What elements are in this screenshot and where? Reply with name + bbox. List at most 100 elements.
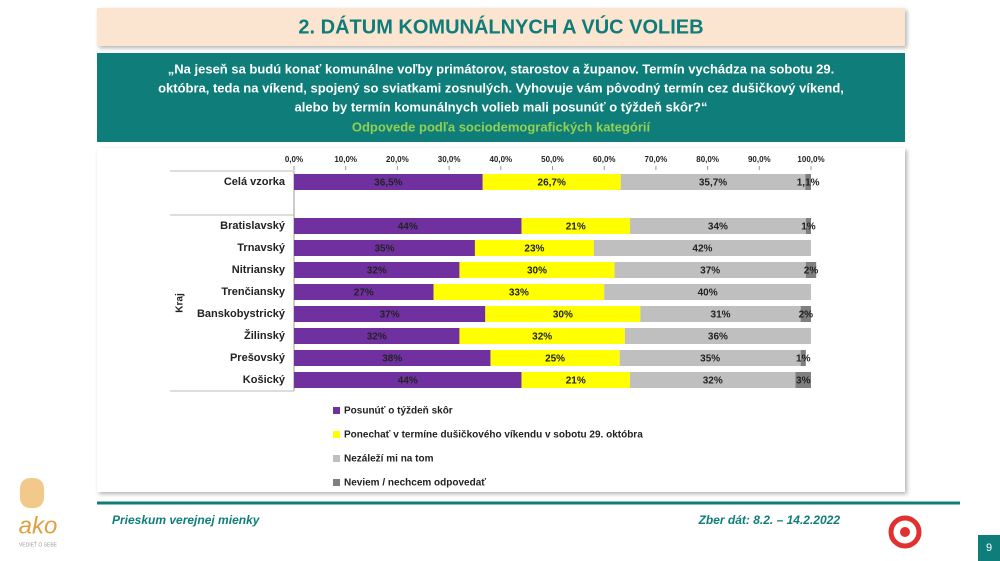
bar-segment xyxy=(459,328,625,344)
footer-right: Zber dát: 8.2. – 14.2.2022 xyxy=(698,513,841,527)
bar-segment xyxy=(485,306,641,322)
bar-segment xyxy=(805,262,817,278)
category-label: Celá vzorka xyxy=(224,176,286,188)
x-tick-label: 50,0% xyxy=(541,155,564,164)
category-label: Trnavský xyxy=(237,242,286,254)
x-tick-label: 0,0% xyxy=(285,155,303,164)
bar-segment xyxy=(619,350,801,366)
x-tick-label: 60,0% xyxy=(593,155,616,164)
value-label: 35% xyxy=(374,244,394,255)
value-label: 36% xyxy=(708,332,728,343)
bar-segment xyxy=(294,240,475,256)
bar-segment xyxy=(482,174,621,190)
bar-segment xyxy=(620,174,806,190)
bar-segment xyxy=(630,218,806,234)
bar-segment xyxy=(474,240,594,256)
value-label: 32% xyxy=(367,266,387,277)
x-tick-label: 100,0% xyxy=(797,155,824,164)
legend-swatch xyxy=(333,431,340,438)
bar-segment xyxy=(294,174,483,190)
question-line: alebo by termín komunálnych volieb mali … xyxy=(295,99,708,114)
x-tick-label: 30,0% xyxy=(438,155,461,164)
bar-segment xyxy=(294,262,460,278)
legend-label: Neviem / nechcem odpovedať xyxy=(344,478,486,489)
title-box xyxy=(97,8,905,46)
value-label: 32% xyxy=(367,332,387,343)
value-label: 2% xyxy=(804,266,819,277)
value-label: 32% xyxy=(703,376,723,387)
value-label: 3% xyxy=(796,376,811,387)
group-label: Kraj xyxy=(175,293,186,313)
page-number-box xyxy=(978,535,1000,561)
bar-segment xyxy=(433,284,605,300)
legend-label: Posunúť o týždeň skôr xyxy=(344,406,453,417)
bar-segment xyxy=(521,372,631,388)
legend-label: Nezáleží mi na tom xyxy=(344,454,434,465)
bar-segment xyxy=(800,350,806,366)
value-label: 23% xyxy=(524,244,544,255)
category-label: Prešovský xyxy=(230,352,286,364)
bar-segment xyxy=(800,306,811,322)
bar-segment xyxy=(795,372,811,388)
slide-title: 2. DÁTUM KOMUNÁLNYCH A VÚC VOLIEB xyxy=(298,14,703,38)
value-label: 34% xyxy=(708,222,728,233)
value-label: 30% xyxy=(527,266,547,277)
question-box xyxy=(97,53,905,142)
category-label: Trenčiansky xyxy=(221,286,285,298)
logo-tagline: VEDIEŤ O SEBE xyxy=(19,540,58,548)
bar-segment xyxy=(624,328,811,344)
category-label: Košický xyxy=(243,374,286,386)
legend-swatch xyxy=(333,407,340,414)
x-tick-label: 10,0% xyxy=(334,155,357,164)
logo: ako VEDIEŤ O SEBE xyxy=(19,478,58,548)
question-subtitle: Odpovede podľa sociodemografických kateg… xyxy=(352,119,651,134)
value-label: 44% xyxy=(398,222,418,233)
bar-segment xyxy=(640,306,801,322)
value-label: 1,1% xyxy=(797,178,820,189)
bar-segment xyxy=(805,218,811,234)
value-label: 26,7% xyxy=(538,178,566,189)
value-label: 33% xyxy=(509,288,529,299)
value-label: 2% xyxy=(799,310,814,321)
legend-swatch xyxy=(333,455,340,462)
legend-label: Ponechať v termíne dušičkového víkendu v… xyxy=(344,430,643,441)
value-label: 42% xyxy=(692,244,712,255)
bar-segment xyxy=(294,306,486,322)
value-label: 44% xyxy=(398,376,418,387)
x-tick-label: 20,0% xyxy=(386,155,409,164)
category-label: Žilinský xyxy=(244,329,286,342)
value-label: 30% xyxy=(553,310,573,321)
category-label: Banskobystrický xyxy=(197,308,286,320)
value-label: 40% xyxy=(698,288,718,299)
bar-segment xyxy=(521,218,631,234)
value-label: 32% xyxy=(532,332,552,343)
value-label: 31% xyxy=(711,310,731,321)
bar-segment xyxy=(294,218,522,234)
bar-segment xyxy=(630,372,796,388)
value-label: 37% xyxy=(700,266,720,277)
value-label: 37% xyxy=(380,310,400,321)
bar-segment xyxy=(294,284,434,300)
bar-segment xyxy=(294,350,491,366)
value-label: 25% xyxy=(545,354,565,365)
category-label: Bratislavský xyxy=(220,220,286,232)
bar-segment xyxy=(294,372,522,388)
bar-segment xyxy=(294,328,460,344)
footer-left: Prieskum verejnej mienky xyxy=(112,513,261,527)
value-label: 1% xyxy=(801,222,816,233)
logo-text: ako xyxy=(19,512,58,539)
chart: 0,0% 10,0% 20,0% 30,0% 40,0% 50,0% 60,0% 70,0% 8… xyxy=(170,155,825,489)
value-label: 38% xyxy=(382,354,402,365)
category-label: Nitriansky xyxy=(232,264,286,276)
bar-segment xyxy=(604,284,811,300)
bar-segment xyxy=(593,240,811,256)
bar-segment xyxy=(805,174,811,190)
value-label: 21% xyxy=(566,222,586,233)
value-label: 35% xyxy=(700,354,720,365)
value-label: 35,7% xyxy=(699,178,727,189)
bar-segment xyxy=(490,350,620,366)
x-tick-label: 90,0% xyxy=(748,155,771,164)
value-label: 36,5% xyxy=(374,178,402,189)
x-tick-label: 80,0% xyxy=(696,155,719,164)
